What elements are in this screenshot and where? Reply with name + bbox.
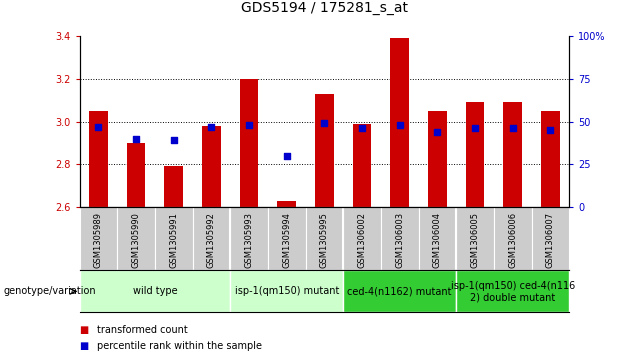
Text: ■: ■ — [80, 325, 89, 335]
Point — [357, 126, 367, 131]
Text: GSM1306002: GSM1306002 — [357, 212, 366, 268]
Bar — [343, 207, 381, 270]
Text: GSM1305993: GSM1305993 — [244, 212, 254, 268]
Bar — [230, 270, 343, 312]
Text: genotype/variation: genotype/variation — [3, 286, 96, 296]
Text: GSM1306005: GSM1306005 — [471, 212, 480, 268]
Point — [206, 124, 216, 130]
Point — [508, 126, 518, 131]
Text: GSM1305990: GSM1305990 — [132, 212, 141, 268]
Bar — [541, 111, 560, 207]
Bar — [202, 126, 221, 207]
Text: GSM1306006: GSM1306006 — [508, 212, 517, 268]
Text: ced-4(n1162) mutant: ced-4(n1162) mutant — [347, 286, 452, 296]
Bar — [456, 270, 569, 312]
Text: transformed count: transformed count — [97, 325, 188, 335]
Bar — [381, 207, 418, 270]
Text: GDS5194 / 175281_s_at: GDS5194 / 175281_s_at — [241, 0, 408, 15]
Point — [394, 122, 404, 128]
Text: GSM1305994: GSM1305994 — [282, 212, 291, 268]
Text: GSM1306004: GSM1306004 — [433, 212, 442, 268]
Bar — [117, 207, 155, 270]
Text: percentile rank within the sample: percentile rank within the sample — [97, 340, 262, 351]
Bar — [268, 207, 305, 270]
Point — [244, 122, 254, 128]
Bar — [127, 143, 146, 207]
Bar — [277, 200, 296, 207]
Bar — [155, 207, 193, 270]
Point — [470, 126, 480, 131]
Text: GSM1306007: GSM1306007 — [546, 212, 555, 268]
Bar — [305, 207, 343, 270]
Bar — [193, 207, 230, 270]
Text: GSM1305989: GSM1305989 — [94, 212, 103, 268]
Bar — [315, 94, 334, 207]
Point — [169, 138, 179, 143]
Text: GSM1305995: GSM1305995 — [320, 212, 329, 268]
Text: wild type: wild type — [132, 286, 177, 296]
Bar — [503, 102, 522, 207]
Text: isp-1(qm150) mutant: isp-1(qm150) mutant — [235, 286, 339, 296]
Text: GSM1305991: GSM1305991 — [169, 212, 178, 268]
Bar — [80, 270, 230, 312]
Bar — [343, 270, 456, 312]
Bar — [352, 124, 371, 207]
Bar — [428, 111, 447, 207]
Text: GSM1306003: GSM1306003 — [395, 212, 404, 268]
Text: isp-1(qm150) ced-4(n116
2) double mutant: isp-1(qm150) ced-4(n116 2) double mutant — [450, 281, 575, 302]
Bar — [230, 207, 268, 270]
Bar — [532, 207, 569, 270]
Point — [131, 136, 141, 142]
Bar — [89, 111, 107, 207]
Point — [93, 124, 104, 130]
Bar — [80, 207, 117, 270]
Bar — [456, 207, 494, 270]
Bar — [466, 102, 485, 207]
Point — [545, 127, 555, 133]
Point — [319, 121, 329, 126]
Bar — [164, 166, 183, 207]
Point — [282, 153, 292, 159]
Text: GSM1305992: GSM1305992 — [207, 212, 216, 268]
Text: ■: ■ — [80, 340, 89, 351]
Bar — [240, 79, 258, 207]
Point — [432, 129, 443, 135]
Bar — [391, 38, 409, 207]
Bar — [418, 207, 456, 270]
Bar — [494, 207, 532, 270]
